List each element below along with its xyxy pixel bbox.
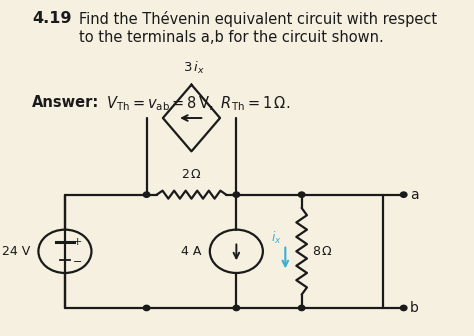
Text: 4.19: 4.19 (32, 11, 72, 27)
Text: b: b (410, 301, 419, 315)
Text: $8\,\Omega$: $8\,\Omega$ (312, 245, 333, 258)
Text: a: a (410, 188, 419, 202)
Text: $V_{\rm Th} = v_{\rm ab} = 8\,{\rm V},\ R_{\rm Th} = 1\,\Omega.$: $V_{\rm Th} = v_{\rm ab} = 8\,{\rm V},\ … (106, 95, 290, 113)
Text: $i_x$: $i_x$ (271, 230, 281, 246)
Circle shape (298, 192, 305, 197)
Text: 4 A: 4 A (181, 245, 201, 258)
Text: $2\,\Omega$: $2\,\Omega$ (181, 168, 202, 181)
Circle shape (401, 192, 407, 197)
Circle shape (233, 192, 240, 197)
Text: Answer:: Answer: (32, 95, 100, 110)
Text: +: + (73, 237, 82, 247)
Text: $3\,i_x$: $3\,i_x$ (182, 60, 204, 76)
Text: Find the Thévenin equivalent circuit with respect
to the terminals a,b for the c: Find the Thévenin equivalent circuit wit… (79, 11, 438, 45)
Circle shape (401, 305, 407, 310)
Circle shape (143, 192, 150, 197)
Circle shape (233, 305, 240, 310)
Text: 24 V: 24 V (2, 245, 30, 258)
Circle shape (143, 305, 150, 310)
Circle shape (298, 305, 305, 310)
Text: $-$: $-$ (73, 255, 82, 265)
